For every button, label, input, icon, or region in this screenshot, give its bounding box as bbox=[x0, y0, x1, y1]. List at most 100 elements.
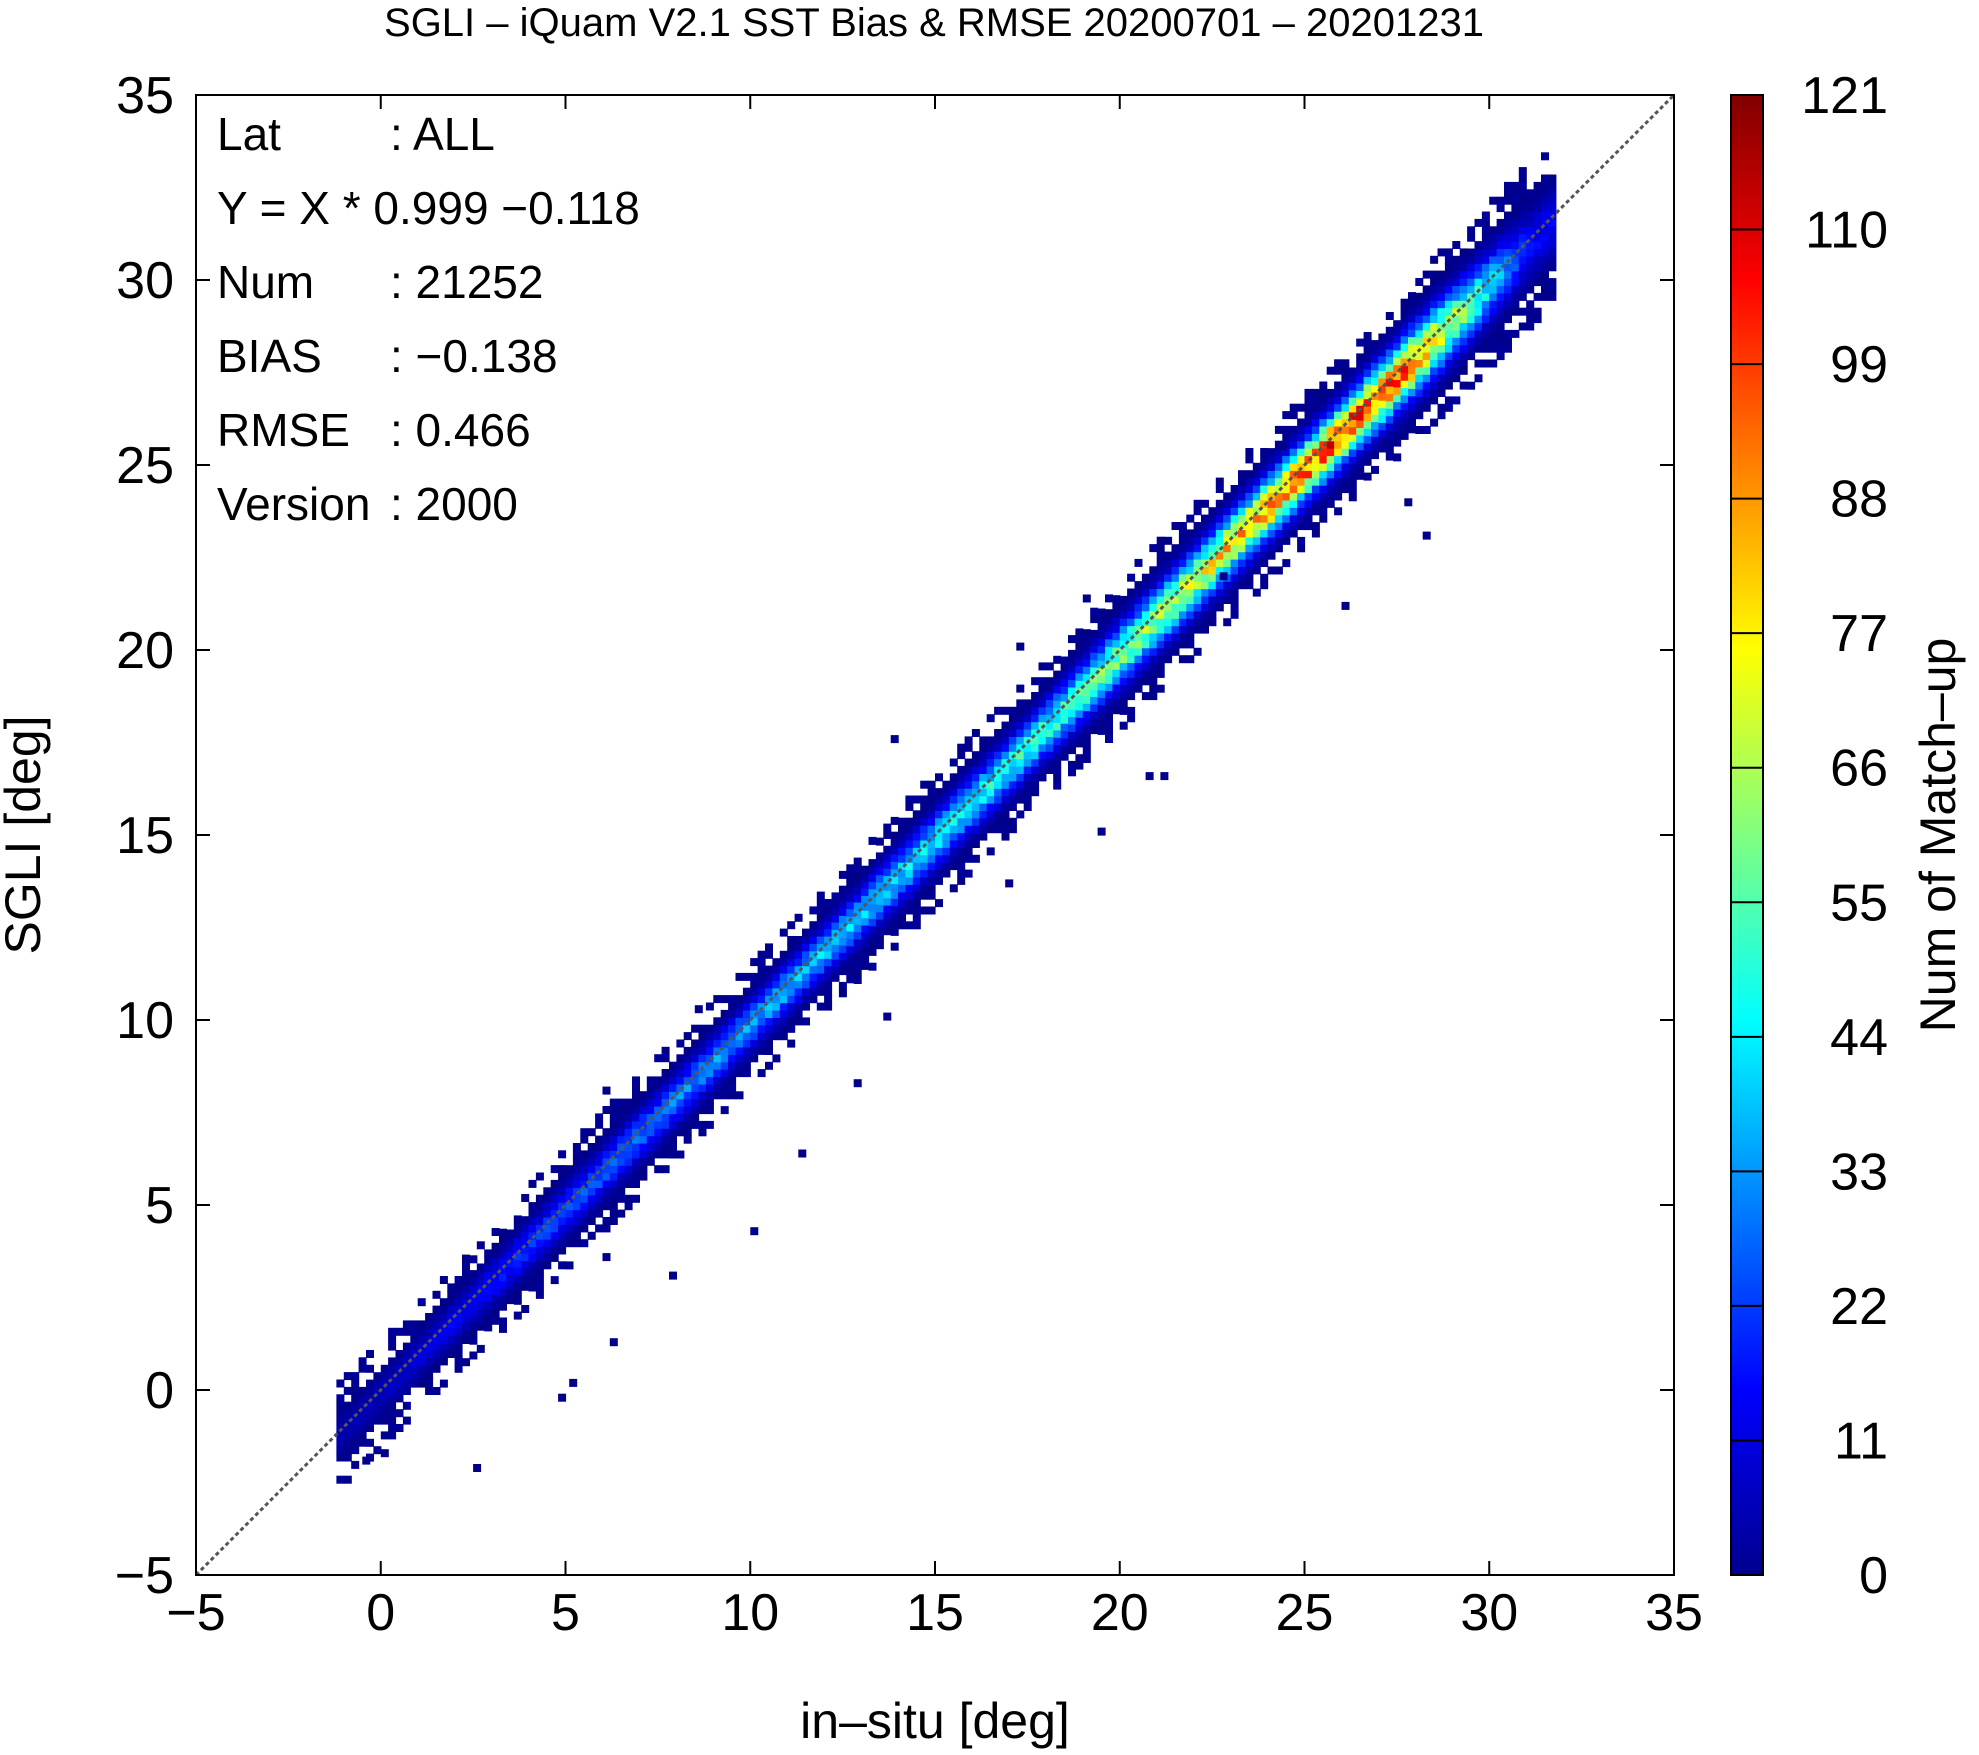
density-cell bbox=[1385, 408, 1394, 417]
density-cell bbox=[986, 825, 995, 834]
density-cell bbox=[1496, 344, 1505, 353]
density-cell bbox=[765, 1024, 773, 1033]
density-cell bbox=[1533, 196, 1542, 205]
density-cell bbox=[979, 766, 988, 774]
density-cell bbox=[587, 1194, 596, 1203]
density-cell bbox=[513, 1230, 522, 1239]
density-cell bbox=[1526, 300, 1535, 309]
density-cell bbox=[499, 1258, 507, 1267]
density-cell bbox=[994, 817, 1003, 826]
density-cell bbox=[521, 1238, 530, 1247]
density-cell bbox=[1430, 255, 1439, 264]
density-cell bbox=[1186, 544, 1195, 553]
density-cell bbox=[1341, 403, 1350, 412]
density-cell bbox=[469, 1351, 478, 1360]
density-cell bbox=[1526, 322, 1535, 331]
density-cell bbox=[957, 869, 966, 878]
density-cell bbox=[1319, 396, 1328, 405]
density-cell bbox=[1430, 352, 1439, 360]
density-cell bbox=[1068, 701, 1076, 710]
density-cell bbox=[1541, 248, 1549, 257]
density-cell bbox=[898, 847, 906, 856]
density-cell bbox=[362, 1456, 371, 1465]
density-cell bbox=[1444, 359, 1453, 368]
density-cell bbox=[1031, 699, 1040, 708]
density-cell bbox=[425, 1342, 434, 1351]
density-cell bbox=[1467, 300, 1476, 309]
density-cell bbox=[1112, 610, 1121, 618]
density-cell bbox=[661, 1098, 670, 1107]
density-cell bbox=[912, 825, 921, 834]
density-cell bbox=[1171, 566, 1180, 575]
density-cell bbox=[1245, 551, 1254, 560]
density-cell bbox=[1238, 522, 1246, 530]
density-cell bbox=[1134, 632, 1143, 641]
density-cell bbox=[1444, 352, 1453, 360]
density-cell bbox=[1541, 174, 1549, 183]
density-cell bbox=[1452, 359, 1461, 368]
density-cell bbox=[388, 1357, 397, 1366]
density-cell bbox=[912, 832, 921, 841]
density-cell bbox=[853, 902, 862, 910]
density-cell bbox=[1215, 536, 1224, 545]
density-cell bbox=[890, 735, 899, 744]
density-cell bbox=[1171, 618, 1180, 627]
density-cell bbox=[1452, 322, 1461, 331]
density-cell bbox=[1001, 721, 1010, 730]
density-cell bbox=[1334, 455, 1343, 464]
density-cell bbox=[1541, 292, 1549, 301]
y-tick-label: 0 bbox=[145, 1362, 174, 1420]
density-cell bbox=[1289, 403, 1298, 412]
density-cell bbox=[1274, 536, 1283, 545]
density-cell bbox=[1511, 255, 1520, 264]
density-cell bbox=[336, 1394, 345, 1403]
density-cell bbox=[912, 899, 921, 908]
x-tick-label: 5 bbox=[551, 1584, 580, 1642]
density-cell bbox=[1489, 344, 1498, 353]
density-cell bbox=[1378, 429, 1387, 438]
density-cell bbox=[1031, 751, 1040, 760]
density-cell bbox=[1186, 566, 1195, 575]
density-cell bbox=[1134, 588, 1143, 597]
density-cell bbox=[587, 1231, 596, 1240]
density-cell bbox=[617, 1194, 626, 1203]
density-cell bbox=[728, 1091, 737, 1100]
density-cell bbox=[469, 1329, 478, 1338]
density-cell bbox=[1097, 660, 1106, 669]
density-cell bbox=[705, 1069, 714, 1078]
density-cell bbox=[661, 1054, 670, 1063]
density-cell bbox=[1437, 270, 1446, 279]
density-cell bbox=[1533, 241, 1542, 250]
density-cell bbox=[580, 1202, 589, 1211]
density-cell bbox=[1326, 492, 1335, 501]
colorbar-tick-label: 44 bbox=[1830, 1009, 1888, 1067]
density-cell bbox=[816, 1002, 825, 1011]
density-cell bbox=[846, 923, 855, 932]
density-cell bbox=[1459, 285, 1468, 294]
density-cell bbox=[550, 1194, 559, 1203]
density-cell bbox=[1393, 327, 1402, 336]
density-cell bbox=[1215, 588, 1224, 597]
density-cell bbox=[890, 913, 899, 922]
density-cell bbox=[565, 1239, 574, 1248]
density-cell bbox=[1526, 204, 1535, 213]
density-cell bbox=[1105, 616, 1113, 625]
density-cell bbox=[971, 832, 980, 841]
density-cell bbox=[750, 1017, 759, 1026]
density-cell bbox=[1097, 704, 1106, 713]
density-cell bbox=[824, 987, 833, 996]
density-cell bbox=[1016, 706, 1025, 715]
density-cell bbox=[890, 861, 899, 870]
density-cell bbox=[1260, 536, 1269, 545]
density-cell bbox=[1400, 402, 1409, 411]
density-cell bbox=[1008, 817, 1017, 826]
density-cell bbox=[410, 1357, 419, 1366]
density-cell bbox=[1408, 417, 1416, 426]
density-cell bbox=[1008, 721, 1017, 730]
density-cell bbox=[1437, 381, 1446, 390]
density-cell bbox=[1452, 278, 1461, 286]
density-cell bbox=[1356, 457, 1365, 465]
density-cell bbox=[1215, 499, 1224, 508]
density-cell bbox=[1090, 637, 1099, 646]
density-cell bbox=[1526, 278, 1535, 287]
